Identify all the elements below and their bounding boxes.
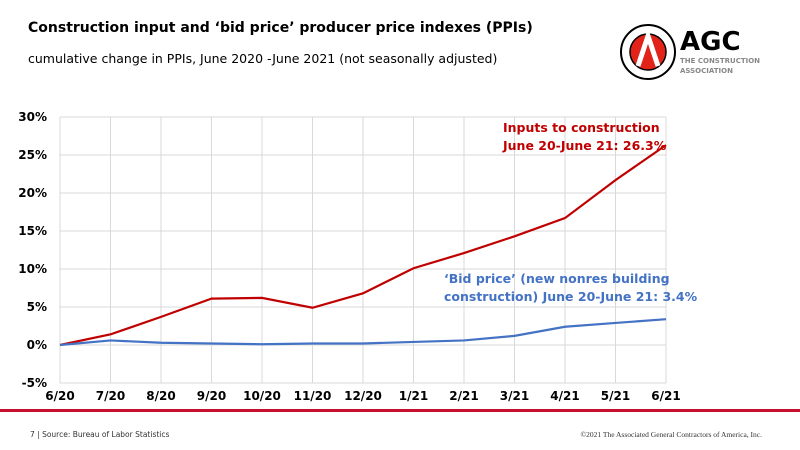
x-tick-label: 9/20: [197, 389, 226, 403]
annotation-bid-1: ‘Bid price’ (new nonres building: [444, 271, 670, 286]
annotation-inputs-1: Inputs to construction: [503, 120, 660, 135]
annotation-inputs-2: June 20-June 21: 26.3%: [502, 138, 667, 153]
x-tick-label: 3/21: [500, 389, 529, 403]
logo-tagline: THE CONSTRUCTION: [680, 57, 760, 65]
x-tick-label: 1/21: [399, 389, 428, 403]
footer-divider: [0, 409, 800, 412]
svg-text:AGC: AGC: [680, 27, 741, 57]
x-tick-label: 11/20: [294, 389, 332, 403]
y-tick-label: 30%: [18, 110, 47, 124]
y-tick-label: 25%: [18, 148, 47, 162]
y-tick-label: 20%: [18, 186, 47, 200]
y-tick-label: 0%: [27, 338, 47, 352]
x-tick-label: 8/20: [146, 389, 175, 403]
annotation-bid-2: construction) June 20-June 21: 3.4%: [444, 289, 698, 304]
x-tick-label: 6/21: [651, 389, 680, 403]
x-tick-label: 2/21: [449, 389, 478, 403]
chart-title: Construction input and ‘bid price’ produ…: [28, 20, 533, 36]
line-chart: -5% 0% 5% 10% 15% 20% 25% 30% 6/20 7/20 8/20 9/20 10…: [18, 110, 698, 403]
y-tick-label: 15%: [18, 224, 47, 238]
x-tick-label: 4/21: [550, 389, 579, 403]
x-tick-label: 6/20: [45, 389, 74, 403]
x-tick-label: 5/21: [601, 389, 630, 403]
footer-source: 7 | Source: Bureau of Labor Statistics: [30, 430, 170, 439]
x-tick-label: 12/20: [344, 389, 382, 403]
agc-logo: AGC THE CONSTRUCTION ASSOCIATION: [620, 24, 760, 80]
footer-copyright: ©2021 The Associated General Contractors…: [580, 430, 762, 439]
x-tick-label: 7/20: [96, 389, 125, 403]
y-tick-label: 10%: [18, 262, 47, 276]
chart-subtitle: cumulative change in PPIs, June 2020 -Ju…: [28, 51, 498, 66]
svg-text:ASSOCIATION: ASSOCIATION: [680, 67, 733, 75]
y-tick-label: -5%: [22, 376, 47, 390]
x-tick-label: 10/20: [243, 389, 281, 403]
y-tick-label: 5%: [27, 300, 47, 314]
